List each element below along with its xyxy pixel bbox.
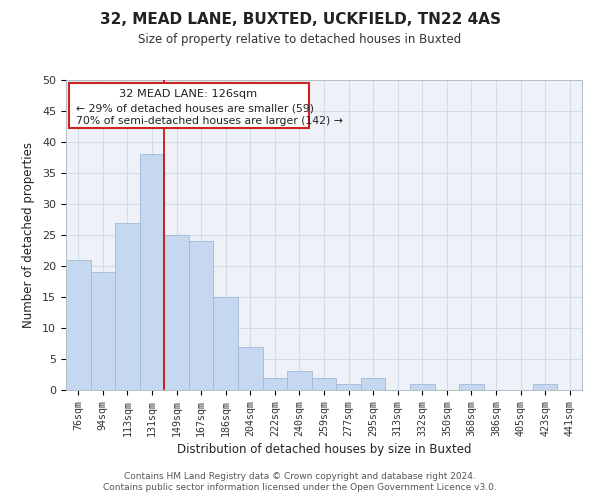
Text: 32, MEAD LANE, BUXTED, UCKFIELD, TN22 4AS: 32, MEAD LANE, BUXTED, UCKFIELD, TN22 4A… [100,12,500,28]
Bar [189,241,214,390]
Bar [214,297,238,390]
Text: Contains HM Land Registry data © Crown copyright and database right 2024.: Contains HM Land Registry data © Crown c… [124,472,476,481]
Text: 32 MEAD LANE: 126sqm: 32 MEAD LANE: 126sqm [119,90,257,100]
Text: ← 29% of detached houses are smaller (59): ← 29% of detached houses are smaller (59… [76,104,314,114]
Bar [361,378,385,390]
Bar [238,346,263,390]
Bar [533,384,557,390]
Bar [164,235,189,390]
Text: Size of property relative to detached houses in Buxted: Size of property relative to detached ho… [139,32,461,46]
X-axis label: Distribution of detached houses by size in Buxted: Distribution of detached houses by size … [177,442,471,456]
Bar [410,384,434,390]
Bar [91,272,115,390]
Bar [115,222,140,390]
Bar [312,378,336,390]
FancyBboxPatch shape [68,83,308,128]
Bar [459,384,484,390]
Text: 70% of semi-detached houses are larger (142) →: 70% of semi-detached houses are larger (… [76,116,343,126]
Bar [140,154,164,390]
Bar [336,384,361,390]
Bar [263,378,287,390]
Bar [287,372,312,390]
Bar [66,260,91,390]
Text: Contains public sector information licensed under the Open Government Licence v3: Contains public sector information licen… [103,484,497,492]
Y-axis label: Number of detached properties: Number of detached properties [22,142,35,328]
